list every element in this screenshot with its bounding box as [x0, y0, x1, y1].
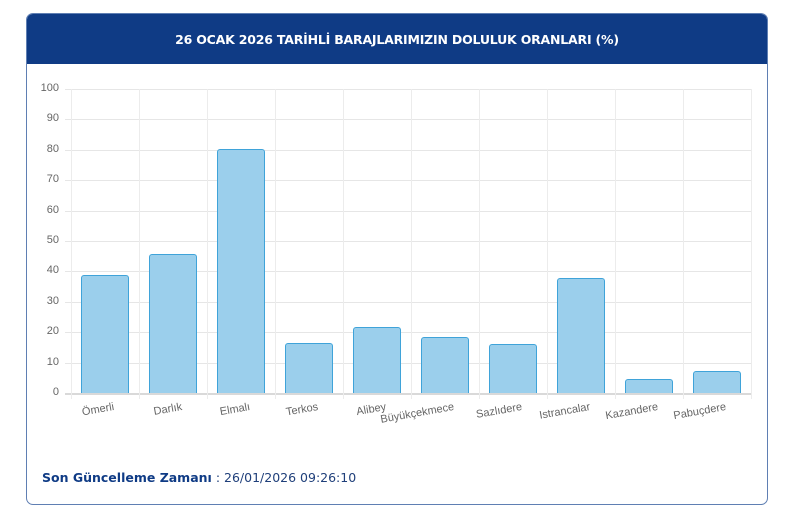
last-update-separator: : [211, 470, 225, 485]
last-update-value: 26/01/2026 09:26:10 [224, 470, 357, 485]
chart-title: 26 OCAK 2026 TARİHLİ BARAJLARIMIZIN DOLU… [175, 31, 619, 47]
last-update-label: Son Güncelleme Zamanı [42, 470, 212, 485]
last-update: Son Güncelleme Zamanı : 26/01/2026 09:26… [42, 470, 356, 485]
card-header: 26 OCAK 2026 TARİHLİ BARAJLARIMIZIN DOLU… [27, 14, 767, 64]
dam-levels-card: 26 OCAK 2026 TARİHLİ BARAJLARIMIZIN DOLU… [26, 13, 768, 505]
